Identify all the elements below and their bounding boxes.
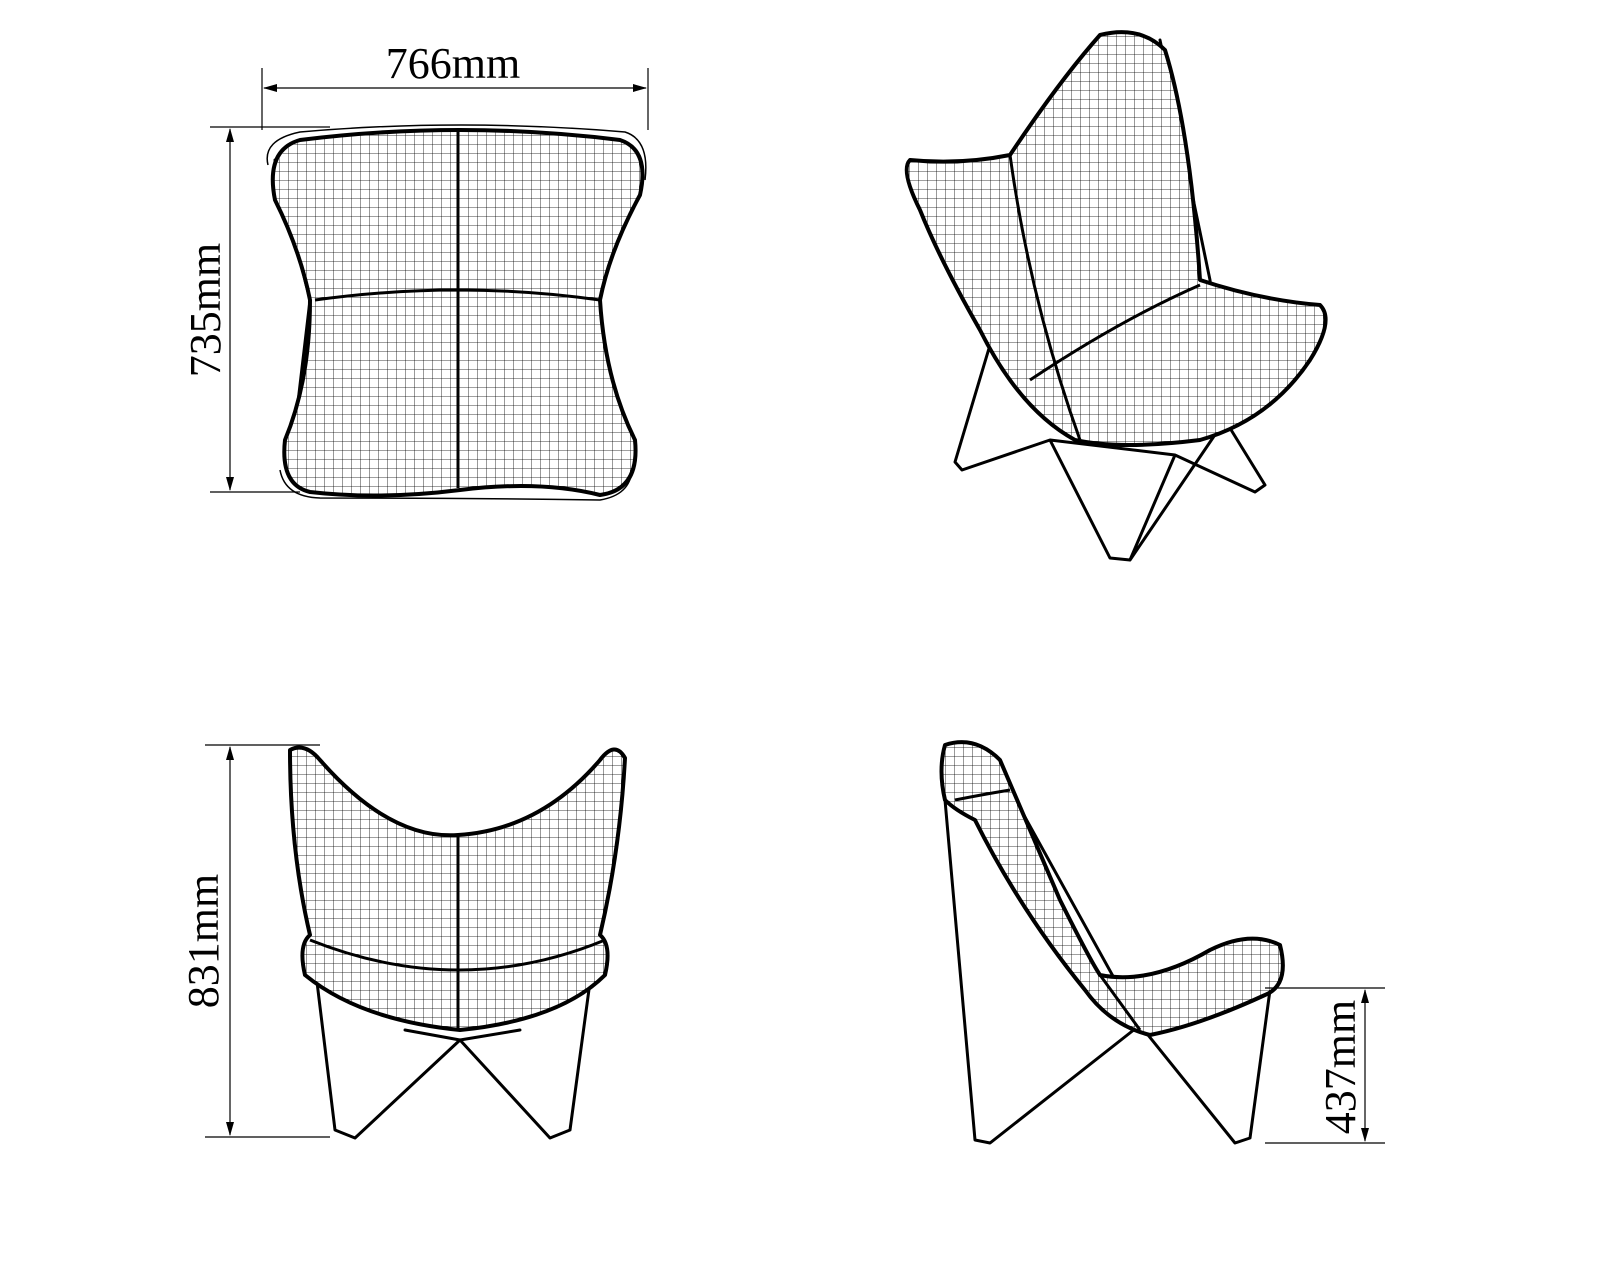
depth-label: 735mm — [181, 243, 230, 377]
seat-height-label: 437mm — [1316, 1000, 1365, 1134]
frame-legs — [288, 758, 622, 1140]
top-view — [266, 124, 647, 501]
outer-edge — [266, 124, 647, 501]
side-view — [939, 740, 1285, 1145]
seat-mesh — [939, 740, 1285, 1037]
seat-mesh — [904, 30, 1328, 447]
seam-lines — [1008, 154, 1201, 441]
seam-lines — [954, 788, 1142, 1031]
seam-lines — [314, 128, 601, 488]
depth-dimension: 735mm — [181, 126, 330, 493]
perspective-view — [904, 30, 1328, 562]
height-label: 831mm — [179, 874, 228, 1008]
width-dimension: 766mm — [261, 39, 649, 130]
width-label: 766mm — [386, 39, 520, 88]
seam-lines — [309, 835, 606, 1028]
height-dimension: 831mm — [179, 744, 330, 1138]
front-view — [288, 745, 627, 1140]
seat-height-dimension: 437mm — [1265, 987, 1385, 1144]
